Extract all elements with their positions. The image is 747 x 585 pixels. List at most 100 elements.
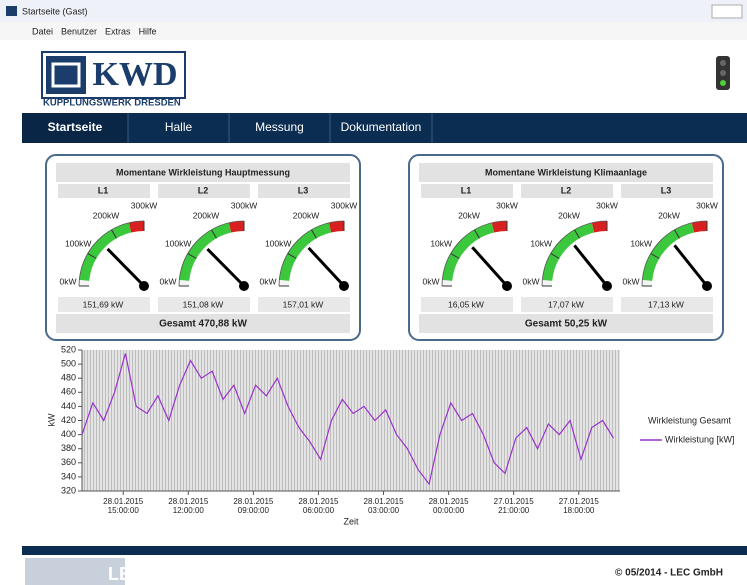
gauge-value: 151,08 kW bbox=[183, 299, 224, 309]
app-icon bbox=[6, 6, 17, 16]
phase-label: L1 bbox=[98, 185, 109, 195]
gauge-band bbox=[228, 221, 245, 233]
gauge-tick-label: 300kW bbox=[131, 200, 157, 210]
phase-header bbox=[158, 184, 250, 198]
gauge-tick-label: 30kW bbox=[596, 200, 618, 210]
x-tick-label: 28.01.2015 03:00:00 bbox=[363, 497, 404, 515]
gauge-band bbox=[591, 221, 608, 233]
gauge-needle bbox=[307, 246, 346, 288]
line-series bbox=[81, 353, 615, 486]
gauge-rim bbox=[178, 220, 245, 287]
gauge-tick-label: 200kW bbox=[93, 210, 119, 220]
gauge-pivot bbox=[239, 281, 249, 291]
gauge-tick-label: 200kW bbox=[293, 210, 319, 220]
gauge-tick-label: 0kW bbox=[423, 276, 440, 286]
y-tick-label: 520 bbox=[61, 344, 76, 354]
nav-active bbox=[22, 113, 128, 143]
menu-item[interactable]: Datei bbox=[32, 26, 53, 36]
nav-tab[interactable]: Messung bbox=[255, 120, 304, 134]
gauge-needle bbox=[471, 246, 509, 288]
title-bar bbox=[0, 0, 747, 22]
nav-tab[interactable]: Startseite bbox=[48, 120, 103, 134]
footer-logo: LEC bbox=[108, 564, 144, 584]
gauge-tick bbox=[550, 253, 560, 259]
menu-item[interactable]: Hilfe bbox=[139, 26, 157, 36]
gauge-value: 17,13 kW bbox=[648, 299, 684, 309]
nav-tab[interactable]: Dokumentation bbox=[341, 120, 422, 134]
value-box bbox=[421, 297, 513, 312]
gauge-tick-label: 30kW bbox=[496, 200, 518, 210]
gauge-value: 157,01 kW bbox=[283, 299, 324, 309]
nav-bar bbox=[22, 113, 747, 143]
phase-label: L2 bbox=[561, 185, 572, 195]
x-tick-label: 28.01.2015 09:00:00 bbox=[233, 497, 274, 515]
phase-label: L3 bbox=[661, 185, 672, 195]
y-tick-label: 360 bbox=[61, 457, 76, 467]
gauge-tick bbox=[450, 253, 460, 259]
gauge-band bbox=[179, 222, 232, 282]
gauge-tick-label: 300kW bbox=[231, 200, 257, 210]
gauge-tick-label: 10kW bbox=[630, 238, 652, 248]
x-tick-label: 28.01.2015 06:00:00 bbox=[298, 497, 339, 515]
gauge-pivot bbox=[602, 281, 612, 291]
total-bar bbox=[419, 314, 713, 333]
gauge-tick-label: 0kW bbox=[160, 276, 177, 286]
gauge-value: 17,07 kW bbox=[548, 299, 584, 309]
window-buttons[interactable] bbox=[711, 4, 743, 19]
phase-header bbox=[58, 184, 150, 198]
value-box bbox=[621, 297, 713, 312]
panel-title-bar bbox=[419, 163, 713, 182]
y-tick-label: 440 bbox=[61, 401, 76, 411]
footer-logo-box bbox=[25, 558, 125, 585]
gauge-band bbox=[491, 221, 508, 233]
x-tick-label: 28.01.2015 15:00:00 bbox=[103, 497, 144, 515]
gauge-tick-label: 20kW bbox=[658, 210, 680, 220]
gauge-tick-label: 100kW bbox=[265, 238, 291, 248]
gauge-tick-label: 20kW bbox=[558, 210, 580, 220]
gauge-needle bbox=[673, 244, 709, 287]
y-tick-label: 500 bbox=[61, 358, 76, 368]
window-title: Startseite (Gast) bbox=[22, 6, 88, 16]
gauge-value: 16,05 kW bbox=[448, 299, 484, 309]
gauge-tick bbox=[311, 229, 317, 239]
gauge-tick-label: 300kW bbox=[331, 200, 357, 210]
x-tick-label: 28.01.2015 00:00:00 bbox=[428, 497, 469, 515]
panel-title: Momentane Wirkleistung Klimaanlage bbox=[485, 167, 647, 177]
gauge-band bbox=[691, 221, 708, 233]
phase-header bbox=[621, 184, 713, 198]
y-tick-label: 420 bbox=[61, 415, 76, 425]
menu-item[interactable]: Benutzer bbox=[61, 26, 97, 36]
copyright: © 05/2014 - LEC GmbH bbox=[615, 568, 723, 579]
y-tick-label: 460 bbox=[61, 387, 76, 397]
gauge-tick-label: 0kW bbox=[60, 276, 77, 286]
light-red bbox=[720, 60, 726, 66]
gauge-tick-label: 100kW bbox=[65, 238, 91, 248]
gauge-band bbox=[79, 222, 132, 282]
plot-area bbox=[82, 350, 620, 491]
gauge-tick-label: 0kW bbox=[623, 276, 640, 286]
menu-item[interactable]: Extras bbox=[105, 26, 131, 36]
x-tick-label: 27.01.2015 21:00:00 bbox=[493, 497, 534, 515]
legend-entry: Wirkleistung [kW] bbox=[665, 434, 735, 444]
gauge-pivot bbox=[139, 281, 149, 291]
panel-title: Momentane Wirkleistung Hauptmessung bbox=[116, 167, 290, 177]
gauge-value: 151,69 kW bbox=[83, 299, 124, 309]
gauge-rim bbox=[441, 220, 508, 287]
gauge-band bbox=[642, 222, 695, 282]
value-box bbox=[521, 297, 613, 312]
gauge-band bbox=[128, 221, 145, 233]
y-tick-label: 320 bbox=[61, 485, 76, 495]
x-tick-label: 27.01.2015 18:00:00 bbox=[558, 497, 599, 515]
gauge-tick bbox=[187, 253, 197, 259]
y-axis-label: kW bbox=[46, 413, 56, 427]
value-box bbox=[258, 297, 350, 312]
light-green bbox=[720, 80, 726, 86]
panel-title-bar bbox=[56, 163, 350, 182]
phase-header bbox=[421, 184, 513, 198]
gauge-rim bbox=[78, 220, 145, 287]
nav-tab[interactable]: Halle bbox=[165, 120, 193, 134]
gauge-tick-label: 30kW bbox=[696, 200, 718, 210]
gauge-tick bbox=[674, 229, 680, 239]
